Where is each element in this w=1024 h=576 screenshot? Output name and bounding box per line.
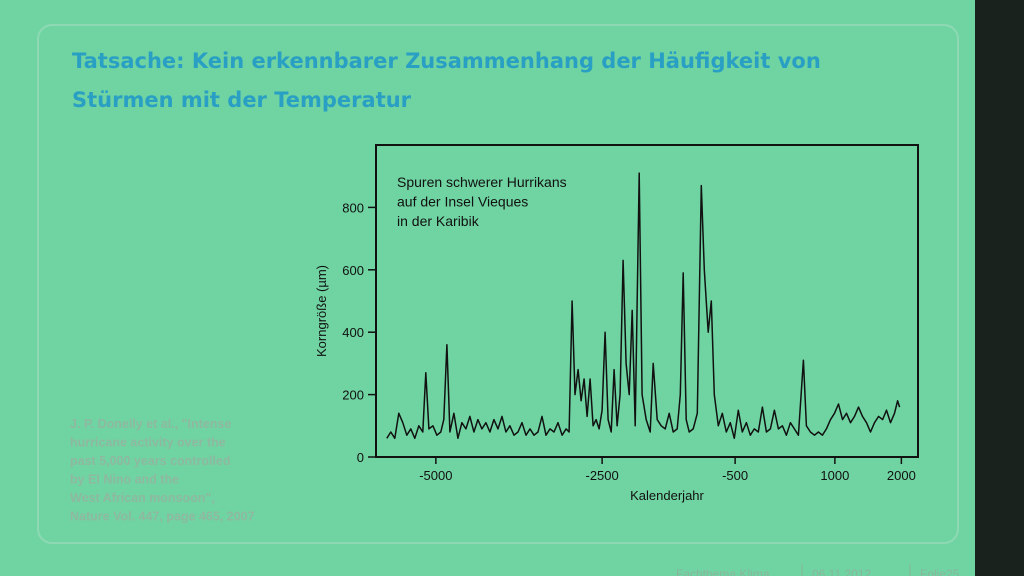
footer: Fachthema Klima 06.11.2012 Folie25 [676, 564, 960, 576]
x-tick-label: 1000 [820, 468, 849, 483]
chart: 0 200 400 600 800 -5000 -2500 -500 1000 2000 Kalen… [314, 144, 919, 503]
footer-text: Fachthema Klima [676, 567, 770, 576]
annotation: auf der Insel Vieques [397, 194, 528, 210]
y-tick-label: 400 [342, 325, 364, 340]
plot-frame [375, 144, 919, 458]
slide-title: Stürmen mit der Temperatur [72, 88, 412, 112]
y-tick-label: 800 [342, 200, 364, 215]
slide-title: Tatsache: Kein erkennbarer Zusammenhang … [72, 49, 821, 73]
x-axis-label: Kalenderjahr [630, 488, 704, 503]
citation-line: hurricane activity over the [70, 436, 226, 450]
citation-line: past 5,000 years controlled [70, 454, 231, 468]
screen-edge [975, 0, 1024, 576]
x-tick-label: 2000 [887, 468, 916, 483]
citation: J. P. Donelly et al., "Intense hurricane … [70, 417, 255, 524]
data-line [386, 172, 901, 440]
x-tick-label: -5000 [419, 468, 452, 483]
citation-line: Nature Vol. 447, page 465, 2007 [70, 510, 255, 524]
y-tick-label: 600 [342, 263, 364, 278]
citation-line: J. P. Donelly et al., "Intense [70, 417, 231, 431]
slide-frame [37, 24, 959, 544]
annotation: in der Karibik [397, 213, 480, 229]
y-tick-label: 0 [357, 450, 364, 465]
x-tick-label: -2500 [585, 468, 618, 483]
y-tick-label: 200 [342, 388, 364, 403]
y-axis-label: Korngröße (µm) [314, 265, 329, 357]
citation-line: by El Nino and the [70, 473, 179, 487]
footer-text: Folie25 [920, 567, 960, 576]
annotation: Spuren schwerer Hurrikans [397, 174, 567, 190]
x-tick-label: -500 [722, 468, 748, 483]
citation-line: West African monsoon", [70, 491, 215, 505]
footer-text: 06.11.2012 [812, 567, 871, 576]
